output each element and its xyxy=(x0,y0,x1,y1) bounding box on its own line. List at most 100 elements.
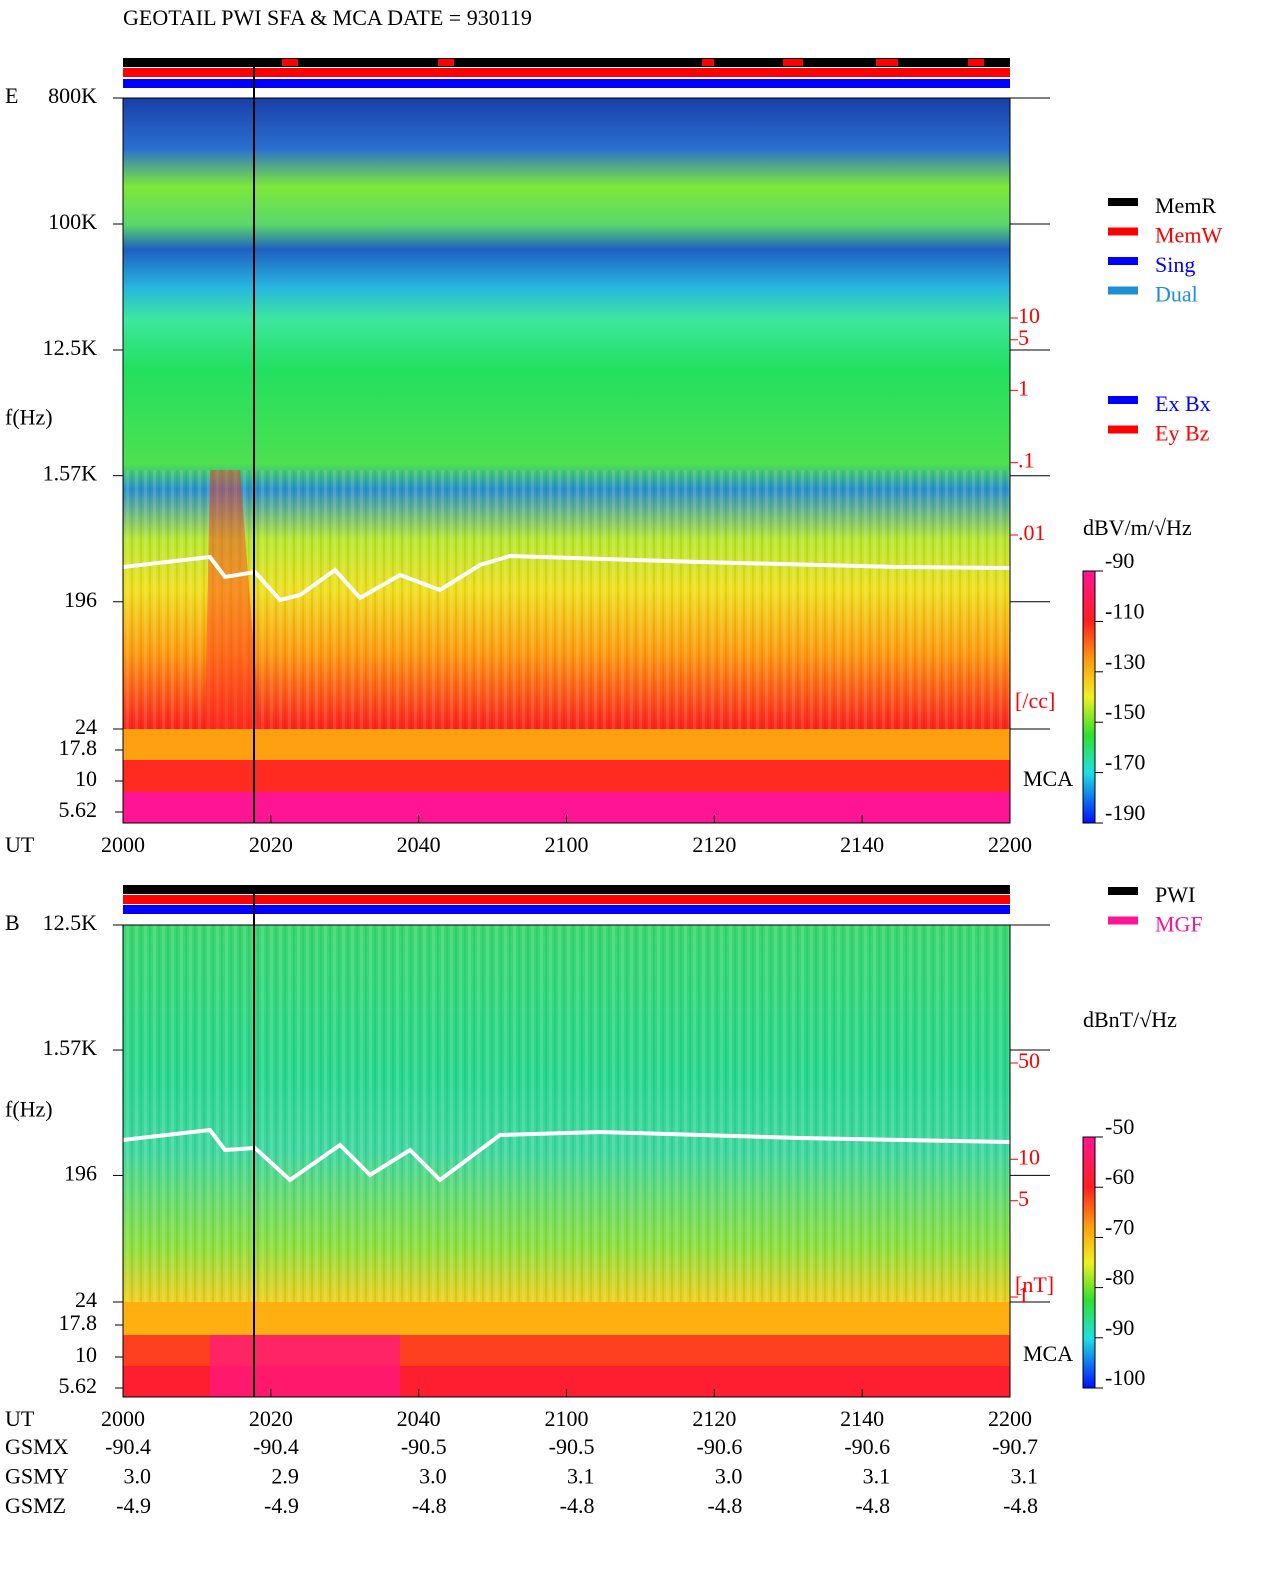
legend-swatch xyxy=(1108,257,1138,265)
orbit-value: -4.9 xyxy=(264,1493,299,1518)
mca-tick-label: 17.8 xyxy=(59,1310,98,1335)
status-bar xyxy=(123,58,1010,67)
panel-label: E xyxy=(5,83,18,108)
legend-swatch xyxy=(1108,916,1138,925)
mca-band xyxy=(123,760,1010,792)
x-tick-label: 2020 xyxy=(249,1406,293,1431)
mca-feature xyxy=(210,1335,400,1397)
x-tick-label: 2200 xyxy=(988,832,1032,857)
x-tick-label: 2120 xyxy=(692,832,736,857)
orbit-value: -4.8 xyxy=(1003,1493,1038,1518)
colorbar-tick-label: -70 xyxy=(1105,1214,1134,1239)
x-axis-label: UT xyxy=(5,832,35,857)
legend-label: Sing xyxy=(1155,252,1195,277)
orbit-value: -90.6 xyxy=(697,1434,743,1459)
y-tick-label: 1.57K xyxy=(43,461,98,486)
orbit-row-label: GSMX xyxy=(5,1434,69,1459)
y2-axis-label: [nT] xyxy=(1015,1272,1054,1297)
colorbar-tick-label: -110 xyxy=(1105,598,1145,623)
orbit-value: -4.9 xyxy=(116,1493,151,1518)
y2-tick-label: 5 xyxy=(1018,325,1029,350)
orbit-value: 3.0 xyxy=(715,1464,743,1489)
colorbar xyxy=(1082,570,1096,824)
x-axis-label: UT xyxy=(5,1406,35,1431)
orbit-value: -90.6 xyxy=(844,1434,890,1459)
orbit-row-label: GSMY xyxy=(5,1464,69,1489)
status-bar xyxy=(123,895,1010,904)
y-tick-label: 24 xyxy=(75,1287,97,1312)
y-tick-label: 12.5K xyxy=(43,335,98,360)
y-tick-label: 196 xyxy=(64,1160,97,1185)
y-axis-label: f(Hz) xyxy=(5,1097,53,1122)
legend-swatch xyxy=(1108,425,1138,434)
legend-label: MemR xyxy=(1155,193,1216,218)
colorbar-tick-label: -100 xyxy=(1105,1365,1145,1390)
mca-tick-label: 10 xyxy=(75,766,97,791)
legend-swatch xyxy=(1108,887,1138,895)
x-tick-label: 2040 xyxy=(397,832,441,857)
legend-swatch xyxy=(1108,198,1138,206)
mca-tick-label: 5.62 xyxy=(59,797,98,822)
mca-label: MCA xyxy=(1023,1341,1073,1366)
legend-label: MGF xyxy=(1155,912,1203,937)
colorbar-tick-label: -60 xyxy=(1105,1164,1134,1189)
orbit-value: -90.5 xyxy=(401,1434,447,1459)
y2-tick-label: .1 xyxy=(1018,448,1035,473)
y-tick-label: 24 xyxy=(75,714,97,739)
y-tick-label: 1.57K xyxy=(43,1035,98,1060)
colorbar-tick-label: -130 xyxy=(1105,649,1145,674)
x-tick-label: 2000 xyxy=(101,1406,145,1431)
y-tick-label: 12.5K xyxy=(43,910,98,935)
orbit-value: 3.0 xyxy=(124,1464,152,1489)
colorbar-label: dBnT/√Hz xyxy=(1083,1007,1177,1032)
x-tick-label: 2100 xyxy=(545,1406,589,1431)
status-bar xyxy=(123,68,1010,77)
y2-tick-label: 1 xyxy=(1018,1282,1029,1307)
orbit-value: -90.4 xyxy=(105,1434,151,1459)
y2-tick-label: 10 xyxy=(1018,303,1040,328)
plasma-line xyxy=(122,1127,1011,1183)
mca-label: MCA xyxy=(1023,766,1073,791)
status-bar xyxy=(123,885,1010,894)
colorbar-tick-label: -150 xyxy=(1105,699,1145,724)
orbit-value: 3.0 xyxy=(419,1464,447,1489)
x-tick-label: 2100 xyxy=(545,832,589,857)
orbit-value: 2.9 xyxy=(271,1464,299,1489)
legend-swatch xyxy=(1108,286,1138,295)
mca-tick-label: 10 xyxy=(75,1342,97,1367)
colorbar-tick-label: -170 xyxy=(1105,750,1145,775)
status-segments xyxy=(282,59,984,66)
legend-label: Dual xyxy=(1155,282,1198,307)
mca-band xyxy=(123,729,1010,760)
x-tick-label: 2140 xyxy=(840,832,884,857)
mca-tick-label: 5.62 xyxy=(59,1373,98,1398)
x-tick-label: 2140 xyxy=(840,1406,884,1431)
colorbar-tick-label: -80 xyxy=(1105,1265,1134,1290)
chart-title: GEOTAIL PWI SFA & MCA DATE = 930119 xyxy=(123,5,532,30)
orbit-value: -4.8 xyxy=(708,1493,743,1518)
colorbar-tick-label: -90 xyxy=(1105,1315,1134,1340)
legend-swatch xyxy=(1108,396,1138,404)
x-tick-label: 2120 xyxy=(692,1406,736,1431)
spectrogram-texture xyxy=(123,925,1010,1302)
colorbar-tick-label: -50 xyxy=(1105,1114,1134,1139)
spectrogram-texture xyxy=(123,470,1010,729)
y-tick-label: 800K xyxy=(48,83,97,108)
legend-label: Ey Bz xyxy=(1155,421,1210,446)
orbit-value: -4.8 xyxy=(855,1493,890,1518)
orbit-value: 3.1 xyxy=(1011,1464,1039,1489)
x-tick-label: 2020 xyxy=(249,832,293,857)
mca-band xyxy=(123,1302,1010,1335)
y-axis-label: f(Hz) xyxy=(5,405,53,430)
y2-tick-label: 10 xyxy=(1018,1144,1040,1169)
orbit-value: 3.1 xyxy=(567,1464,595,1489)
mca-tick-label: 17.8 xyxy=(59,735,98,760)
y-tick-label: 196 xyxy=(64,587,97,612)
orbit-value: -90.4 xyxy=(253,1434,299,1459)
plasma-line xyxy=(122,553,1011,603)
orbit-value: 3.1 xyxy=(863,1464,891,1489)
x-tick-label: 2040 xyxy=(397,1406,441,1431)
legend-label: PWI xyxy=(1155,882,1195,907)
legend-swatch xyxy=(1108,227,1138,236)
